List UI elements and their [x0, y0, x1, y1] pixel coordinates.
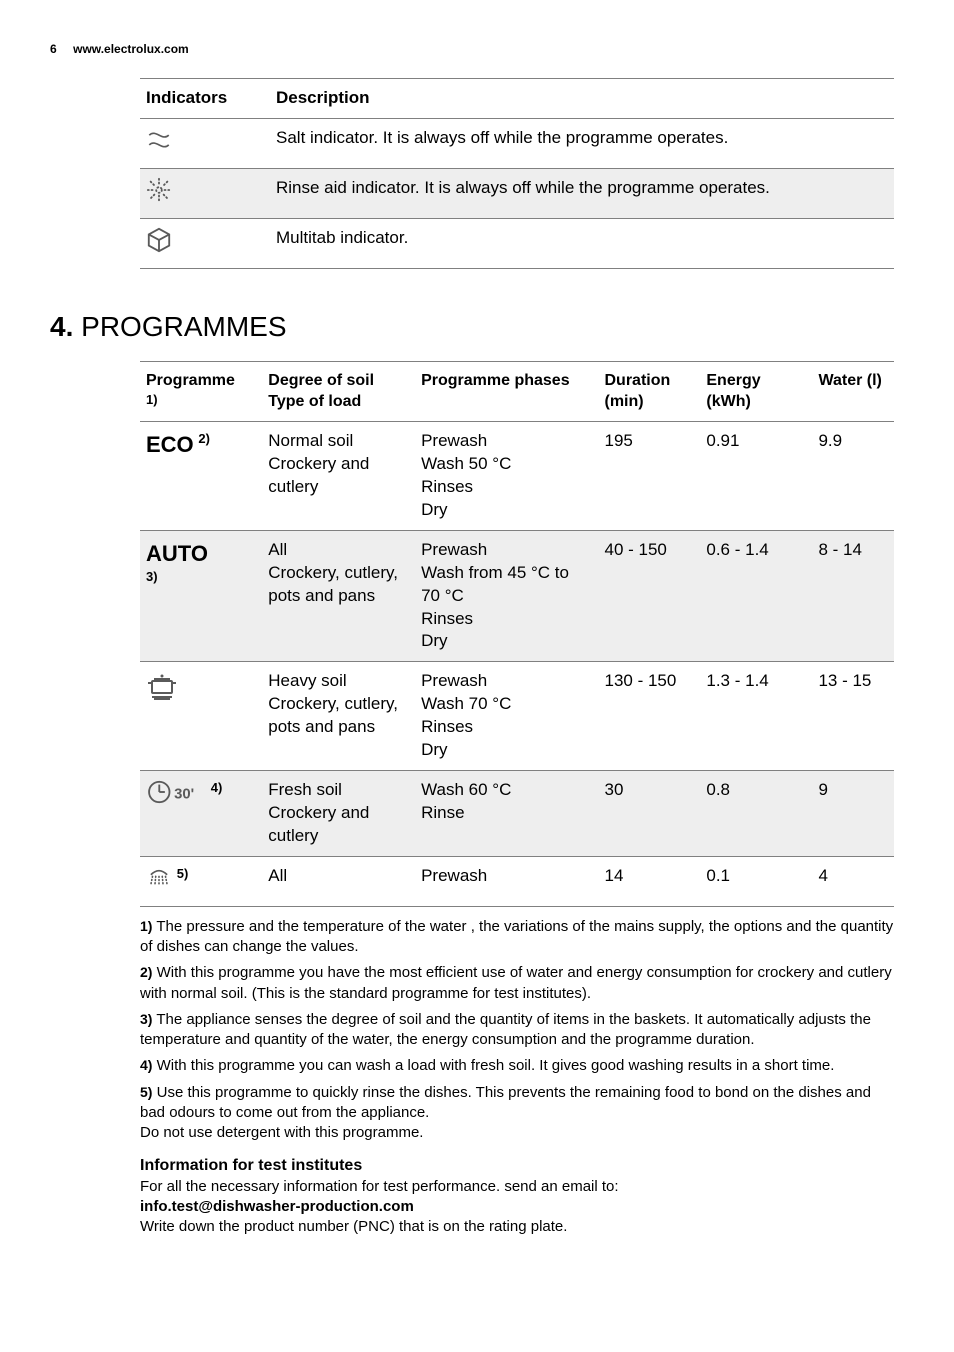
page: 6 www.electrolux.com Indicators Descript… [0, 0, 954, 1278]
programme-soil: Heavy soil Crockery, cut­lery, pots and … [262, 662, 415, 771]
programme-energy: 1.3 - 1.4 [700, 662, 812, 771]
programme-row-heavy: Heavy soil Crockery, cut­lery, pots and … [140, 662, 894, 771]
programme-footnote-ref: 5) [177, 866, 189, 881]
programme-water: 13 - 15 [812, 662, 894, 771]
salt-icon [146, 127, 172, 160]
heavy-pot-icon [146, 670, 178, 707]
programmes-table: Pro­gramme 1) Degree of soil Type of loa… [140, 361, 894, 907]
programme-soil: Normal soil Crockery and cutlery [262, 421, 415, 530]
programme-soil: All Crockery, cut­lery, pots and pans [262, 530, 415, 662]
info-line1: For all the necessary information for te… [140, 1177, 894, 1197]
programme-phases: Prewash Wash 70 °C Rinses Dry [415, 662, 598, 771]
footnote-2: 2) With this programme you have the most… [140, 963, 894, 1004]
footnote-3: 3) The appliance senses the degree of so… [140, 1010, 894, 1051]
header-soil: Degree of soil Type of load [262, 361, 415, 421]
programme-phases: Wash 60 °C Rinse [415, 771, 598, 857]
programme-label: ECO [146, 430, 194, 460]
page-number: 6 [50, 42, 57, 56]
section-title: 4. PROGRAMMES [50, 311, 904, 343]
indicator-row-salt: Salt indicator. It is always off while t… [140, 118, 894, 168]
indicator-row-rinse: Rinse aid indicator. It is always off wh… [140, 168, 894, 218]
programme-label: AUTO [146, 539, 208, 569]
multitab-icon [146, 227, 172, 260]
programme-water: 4 [812, 856, 894, 906]
info-email: info.test@dishwasher-production.com [140, 1197, 894, 1217]
programme-row-quick: 4) Fresh soil Crockery and cutlery Wash … [140, 771, 894, 857]
indicators-table: Indicators Description Salt indicator. I… [140, 78, 894, 269]
programme-water: 9 [812, 771, 894, 857]
section-name: PROGRAMMES [81, 311, 286, 342]
indicator-row-multitab: Multitab indicator. [140, 218, 894, 268]
programme-duration: 14 [598, 856, 700, 906]
footnote-4: 4) With this programme you can wash a lo… [140, 1056, 894, 1076]
programme-energy: 0.91 [700, 421, 812, 530]
footnote-5: 5) Use this programme to quickly rinse t… [140, 1083, 894, 1144]
programme-duration: 195 [598, 421, 700, 530]
programme-row-auto: AUTO 3) All Crockery, cut­lery, pots and… [140, 530, 894, 662]
indicator-desc: Multitab indicator. [270, 218, 894, 268]
header-energy: Energy (kWh) [700, 361, 812, 421]
indicators-header-row: Indicators Description [140, 79, 894, 119]
site-url: www.electrolux.com [73, 42, 189, 56]
programme-phases: Prewash [415, 856, 598, 906]
clock-30-icon [146, 779, 206, 812]
programme-duration: 30 [598, 771, 700, 857]
programme-row-prewash: 5) All Prewash 14 0.1 4 [140, 856, 894, 906]
programme-footnote-ref: 2) [198, 431, 210, 446]
info-line2: Write down the product number (PNC) that… [140, 1217, 894, 1237]
indicators-header-col1: Indicators [140, 79, 270, 119]
programmes-header-row: Pro­gramme 1) Degree of soil Type of loa… [140, 361, 894, 421]
programme-energy: 0.6 - 1.4 [700, 530, 812, 662]
info-heading: Information for test institutes [140, 1155, 894, 1177]
programme-water: 8 - 14 [812, 530, 894, 662]
content: Indicators Description Salt indicator. I… [140, 78, 894, 269]
section-number: 4. [50, 311, 73, 342]
programme-soil: All [262, 856, 415, 906]
programme-row-eco: ECO 2) Normal soil Crockery and cutlery … [140, 421, 894, 530]
programme-phases: Prewash Wash from 45 °C to 70 °C Rinses … [415, 530, 598, 662]
programme-footnote-ref: 3) [146, 569, 158, 584]
programme-soil: Fresh soil Crockery and cutlery [262, 771, 415, 857]
programme-footnote-ref: 4) [211, 780, 223, 795]
header-duration: Dura­tion (min) [598, 361, 700, 421]
indicator-desc: Rinse aid indicator. It is always off wh… [270, 168, 894, 218]
programmes-content: Pro­gramme 1) Degree of soil Type of loa… [140, 361, 894, 1238]
indicator-desc: Salt indicator. It is always off while t… [270, 118, 894, 168]
programme-duration: 130 - 150 [598, 662, 700, 771]
header-phases: Programme phases [415, 361, 598, 421]
rinse-aid-icon [146, 177, 172, 210]
programme-duration: 40 - 150 [598, 530, 700, 662]
programme-phases: Prewash Wash 50 °C Rinses Dry [415, 421, 598, 530]
footnotes: 1) The pressure and the temperature of t… [140, 917, 894, 1238]
header-water: Water (l) [812, 361, 894, 421]
shower-rinse-icon [146, 865, 172, 898]
footnote-1: 1) The pressure and the temperature of t… [140, 917, 894, 958]
page-header: 6 www.electrolux.com [50, 40, 904, 58]
programme-water: 9.9 [812, 421, 894, 530]
indicators-header-col2: Description [270, 79, 894, 119]
programme-energy: 0.1 [700, 856, 812, 906]
header-programme: Pro­gramme 1) [140, 361, 262, 421]
programme-energy: 0.8 [700, 771, 812, 857]
